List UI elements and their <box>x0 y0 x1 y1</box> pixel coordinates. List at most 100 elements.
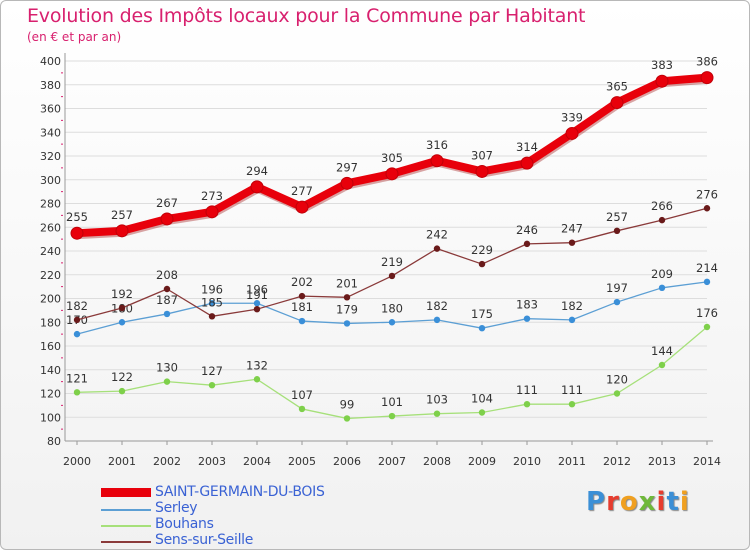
data-label-bouhans: 104 <box>471 392 493 406</box>
data-label-sens-sur-seille: 182 <box>66 299 88 313</box>
data-point-bouhans <box>703 323 711 331</box>
x-tick-label: 2006 <box>333 455 361 468</box>
legend-swatch <box>101 525 151 527</box>
data-point-saint-germain-du-bois <box>340 176 354 190</box>
chart-subtitle: (en € et par an) <box>27 30 122 44</box>
x-tick-label: 2001 <box>108 455 136 468</box>
data-point-sens-sur-seille <box>298 292 306 300</box>
data-point-saint-germain-du-bois <box>160 212 174 226</box>
data-label-serley: 197 <box>606 281 628 295</box>
y-tick-label: 320 <box>40 150 61 163</box>
data-label-saint-germain-du-bois: 386 <box>696 55 718 69</box>
data-point-saint-germain-du-bois <box>115 224 129 238</box>
data-label-sens-sur-seille: 276 <box>696 187 718 201</box>
proxiti-logo: Proxiti <box>586 487 690 517</box>
data-label-bouhans: 111 <box>561 383 583 397</box>
data-point-sens-sur-seille <box>163 285 171 293</box>
data-point-bouhans <box>343 415 351 422</box>
y-tick-label: 100 <box>40 411 61 424</box>
data-point-serley <box>613 298 621 306</box>
data-label-serley: 182 <box>426 299 448 313</box>
y-tick-label: 400 <box>40 55 61 68</box>
data-label-serley: 196 <box>201 282 223 296</box>
data-point-serley <box>118 319 126 326</box>
data-point-sens-sur-seille <box>613 227 621 235</box>
data-point-serley <box>73 330 81 338</box>
data-point-saint-germain-du-bois <box>295 200 309 214</box>
x-tick-label: 2012 <box>603 455 631 468</box>
data-point-serley <box>703 278 711 286</box>
data-label-serley: 214 <box>696 261 718 275</box>
data-point-serley <box>568 316 576 324</box>
data-point-bouhans <box>523 400 531 408</box>
data-label-bouhans: 101 <box>381 395 403 409</box>
data-point-saint-germain-du-bois <box>385 167 399 181</box>
data-point-sens-sur-seille <box>118 304 126 312</box>
data-point-bouhans <box>163 378 171 385</box>
data-label-bouhans: 111 <box>516 383 538 397</box>
data-point-bouhans <box>298 405 306 413</box>
data-label-serley: 183 <box>516 298 538 312</box>
y-tick-label: 360 <box>40 103 61 116</box>
data-label-serley: 181 <box>291 300 313 314</box>
x-tick-label: 2013 <box>648 455 676 468</box>
data-point-bouhans <box>568 400 576 408</box>
data-point-saint-germain-du-bois <box>520 156 534 170</box>
y-tick-label: 180 <box>40 316 61 329</box>
data-label-saint-germain-du-bois: 316 <box>426 138 448 152</box>
data-point-bouhans <box>118 387 126 395</box>
data-label-sens-sur-seille: 201 <box>336 276 358 290</box>
x-tick-label: 2014 <box>693 455 721 468</box>
data-label-bouhans: 120 <box>606 373 628 387</box>
data-point-bouhans <box>658 361 666 369</box>
data-point-serley <box>388 319 396 326</box>
data-label-saint-germain-du-bois: 314 <box>516 140 538 154</box>
data-point-serley <box>298 317 306 325</box>
y-tick-label: 80 <box>47 435 61 448</box>
chart-title: Evolution des Impôts locaux pour la Comm… <box>27 5 586 27</box>
data-label-saint-germain-du-bois: 365 <box>606 80 628 94</box>
data-label-bouhans: 176 <box>696 306 718 320</box>
data-label-bouhans: 99 <box>340 397 355 411</box>
x-tick-label: 2003 <box>198 455 226 468</box>
legend-label: Serley <box>155 500 198 516</box>
data-label-serley: 187 <box>156 293 178 307</box>
data-point-sens-sur-seille <box>568 239 576 246</box>
data-label-saint-germain-du-bois: 339 <box>561 110 583 124</box>
data-point-saint-germain-du-bois <box>700 71 714 85</box>
y-tick-label: 380 <box>40 79 61 92</box>
data-point-saint-germain-du-bois <box>475 164 489 178</box>
y-tick-label: 160 <box>40 340 61 353</box>
data-label-serley: 180 <box>381 301 403 315</box>
data-label-serley: 209 <box>651 267 673 281</box>
y-tick-label: 140 <box>40 364 61 377</box>
y-tick-label: 280 <box>40 198 61 211</box>
data-label-bouhans: 107 <box>291 388 313 402</box>
y-tick-label: 240 <box>40 245 61 258</box>
data-label-bouhans: 130 <box>156 361 178 375</box>
data-label-saint-germain-du-bois: 297 <box>336 160 358 174</box>
x-tick-label: 2011 <box>558 455 586 468</box>
data-point-serley <box>478 324 486 332</box>
x-tick-label: 2008 <box>423 455 451 468</box>
data-point-serley <box>523 315 531 322</box>
legend-label: Sens-sur-Seille <box>155 532 254 548</box>
data-point-sens-sur-seille <box>73 316 81 324</box>
data-label-saint-germain-du-bois: 294 <box>246 164 268 178</box>
y-tick-label: 300 <box>40 174 61 187</box>
data-point-serley <box>253 300 261 307</box>
data-label-saint-germain-du-bois: 273 <box>201 189 223 203</box>
data-label-sens-sur-seille: 202 <box>291 275 313 289</box>
data-label-serley: 196 <box>246 282 268 296</box>
data-point-sens-sur-seille <box>523 240 531 248</box>
data-point-saint-germain-du-bois <box>430 154 444 168</box>
data-point-saint-germain-du-bois <box>205 205 219 219</box>
data-point-bouhans <box>433 410 441 417</box>
data-point-bouhans <box>613 390 621 397</box>
data-point-saint-germain-du-bois <box>655 74 669 88</box>
data-label-serley: 182 <box>561 299 583 313</box>
y-tick-label: 200 <box>40 293 61 306</box>
data-point-serley <box>343 320 351 327</box>
data-point-sens-sur-seille <box>478 260 486 268</box>
